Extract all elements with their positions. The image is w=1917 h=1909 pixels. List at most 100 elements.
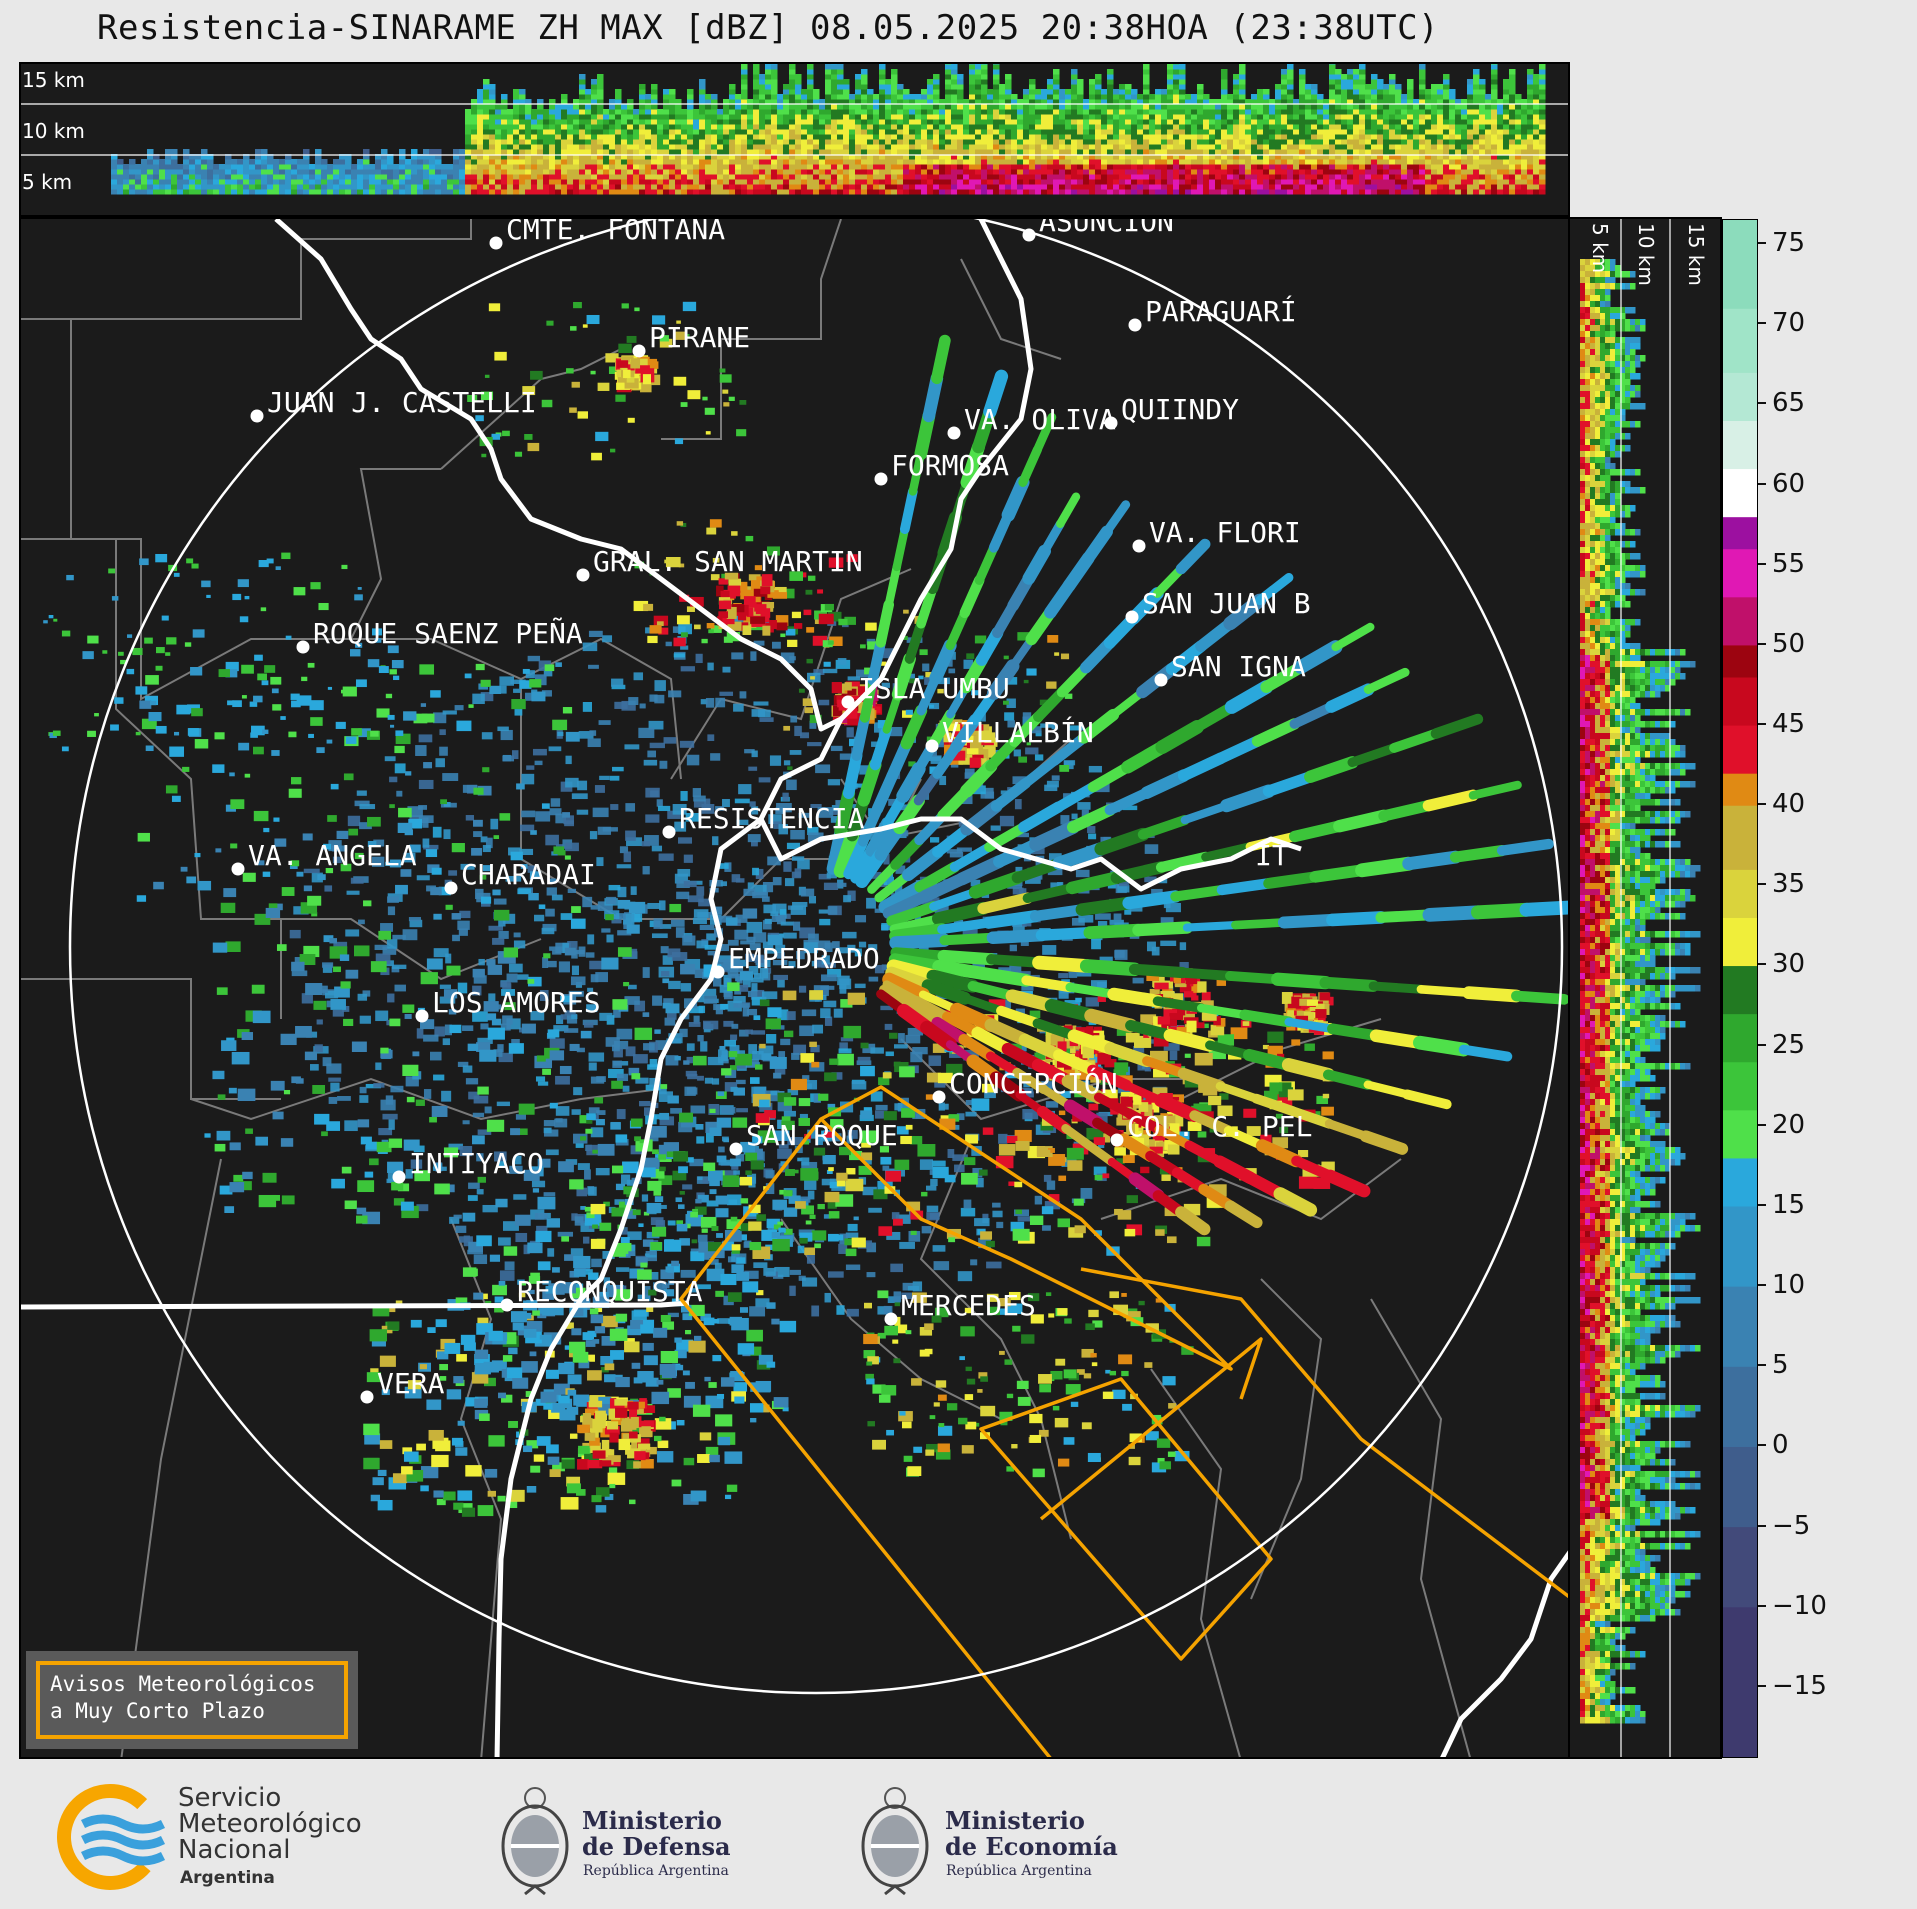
top-section-cell xyxy=(1437,119,1444,125)
top-section-cell xyxy=(1329,94,1336,100)
top-section-cell xyxy=(813,89,820,95)
top-section-cell xyxy=(1107,149,1114,155)
top-section-cell xyxy=(207,169,214,175)
top-section-cell xyxy=(609,109,616,115)
top-section-cell xyxy=(651,134,658,140)
top-section-cell xyxy=(957,114,964,120)
top-section-cell xyxy=(1413,179,1420,185)
top-section-cell xyxy=(1233,129,1240,135)
top-section-cell xyxy=(1395,129,1402,135)
top-section-cell xyxy=(435,154,442,160)
top-section-cell xyxy=(1503,189,1510,195)
top-section-cell xyxy=(1311,89,1318,95)
top-section-cell xyxy=(531,189,538,195)
top-section-cell xyxy=(1125,124,1132,130)
top-section-cell xyxy=(579,109,586,115)
top-section-cell xyxy=(939,124,946,130)
top-section-cell xyxy=(1239,84,1246,90)
top-section-cell xyxy=(165,169,172,175)
top-section-cell xyxy=(1269,104,1276,110)
top-section-cell xyxy=(711,179,718,185)
top-section-cell xyxy=(987,129,994,135)
top-section-cell xyxy=(1269,184,1276,190)
top-section-cell xyxy=(975,139,982,145)
top-section-cell xyxy=(645,124,652,130)
top-section-cell xyxy=(153,184,160,190)
top-section-cell xyxy=(1005,94,1012,100)
top-section-cell xyxy=(429,169,436,175)
echo-cell xyxy=(768,814,782,825)
top-section-cell xyxy=(621,174,628,180)
radar-map-panel[interactable]: CMTE. FONTANA PIRANE ASUNCIÓN PARAGUARÍ JUAN… xyxy=(19,217,1570,1759)
top-section-cell xyxy=(729,99,736,105)
top-section-cell xyxy=(939,99,946,105)
top-section-cell xyxy=(1395,169,1402,175)
top-section-cell xyxy=(807,94,814,100)
top-section-cell xyxy=(963,114,970,120)
echo-cell xyxy=(885,1051,894,1057)
top-section-cell xyxy=(1119,114,1126,120)
top-section-cell xyxy=(165,164,172,170)
top-section-cell xyxy=(753,129,760,135)
top-section-cell xyxy=(411,184,418,190)
top-section-cell xyxy=(699,134,706,140)
top-section-cell xyxy=(1071,149,1078,155)
top-section-cell xyxy=(975,159,982,165)
top-section-cell xyxy=(471,139,478,145)
top-section-cell xyxy=(651,89,658,95)
top-section-cell xyxy=(831,109,838,115)
top-section-cell xyxy=(441,189,448,195)
top-section-cell xyxy=(957,189,964,195)
top-section-cell xyxy=(1131,139,1138,145)
top-section-cell xyxy=(201,169,208,175)
top-section-cell xyxy=(1155,154,1162,160)
top-section-cell xyxy=(549,159,556,165)
top-section-cell xyxy=(549,114,556,120)
top-section-cell xyxy=(987,144,994,150)
top-section-cell xyxy=(1503,104,1510,110)
top-section-cell xyxy=(1311,104,1318,110)
top-section-cell xyxy=(837,174,844,180)
top-section-cell xyxy=(963,159,970,165)
top-section-cell xyxy=(1491,79,1498,85)
top-section-cell xyxy=(627,179,634,185)
echo-cell xyxy=(589,831,598,840)
top-section-cell xyxy=(723,129,730,135)
top-section-cell xyxy=(1287,94,1294,100)
top-section-cell xyxy=(981,134,988,140)
top-section-cell xyxy=(1107,159,1114,165)
top-section-cell xyxy=(1371,169,1378,175)
top-section-cell xyxy=(1335,189,1342,195)
top-section-cell xyxy=(747,154,754,160)
top-section-cell xyxy=(1263,174,1270,180)
top-section-cell xyxy=(915,184,922,190)
top-section-cell xyxy=(1419,79,1426,85)
top-section-cell xyxy=(1149,114,1156,120)
top-section-cell xyxy=(1017,184,1024,190)
top-section-cell xyxy=(1035,119,1042,125)
top-section-cell xyxy=(573,109,580,115)
top-section-cell xyxy=(867,189,874,195)
top-section-cell xyxy=(1299,94,1306,100)
top-section-cell xyxy=(1227,94,1234,100)
top-section-cell xyxy=(735,139,742,145)
top-section-cell xyxy=(549,184,556,190)
top-section-cell xyxy=(1125,149,1132,155)
top-section-cell xyxy=(1137,104,1144,110)
top-section-cell xyxy=(621,189,628,195)
top-section-cell xyxy=(1275,169,1282,175)
top-section-cell xyxy=(783,174,790,180)
top-section-cell xyxy=(945,64,952,65)
top-section-cell xyxy=(1419,139,1426,145)
top-section-cell xyxy=(1257,144,1264,150)
top-section-cell xyxy=(825,164,832,170)
top-section-cell xyxy=(459,174,466,180)
top-section-cell xyxy=(1485,134,1492,140)
top-section-cell xyxy=(765,64,772,70)
echo-cell xyxy=(616,864,632,869)
top-section-cell xyxy=(1161,119,1168,125)
top-section-cell xyxy=(189,169,196,175)
top-section-cell xyxy=(1011,189,1018,195)
top-section-cell xyxy=(795,94,802,100)
top-section-cell xyxy=(1533,124,1540,130)
